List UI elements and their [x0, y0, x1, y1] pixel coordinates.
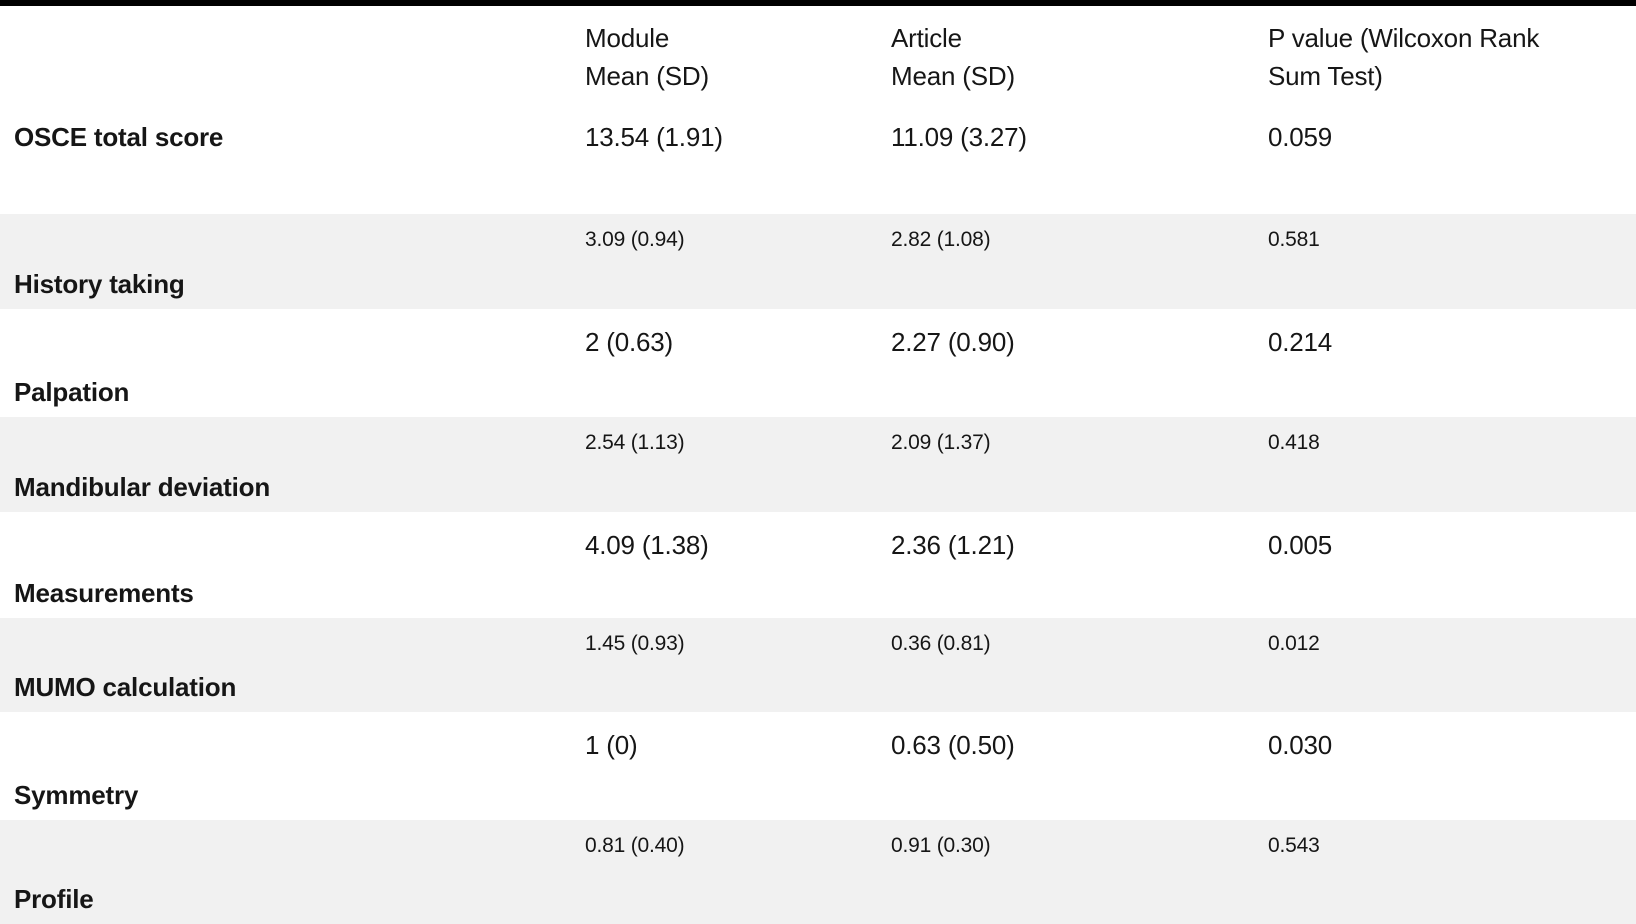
- row-label: Palpation: [14, 377, 130, 407]
- table-header-row: Module Mean (SD) Article Mean (SD) P val…: [0, 6, 1636, 105]
- row-label: Measurements: [14, 578, 194, 608]
- column-header-article-line1: Article: [891, 23, 962, 53]
- table-row: Palpation 2 (0.63) 2.27 (0.90) 0.214: [0, 309, 1636, 417]
- cell-module-mean: 13.54 (1.91): [585, 122, 723, 152]
- row-label: Profile: [14, 884, 94, 914]
- row-label: Mandibular deviation: [14, 472, 271, 502]
- cell-p-value: 0.012: [1268, 632, 1320, 655]
- cell-module-mean: 1.45 (0.93): [585, 632, 685, 655]
- table-row: OSCE total score 13.54 (1.91) 11.09 (3.27)…: [0, 105, 1636, 214]
- cell-article-mean: 0.63 (0.50): [891, 730, 1015, 760]
- column-header-article-line2: Mean (SD): [891, 61, 1015, 91]
- column-header-article: Article Mean (SD): [891, 19, 1015, 95]
- cell-module-mean: 1 (0): [585, 730, 638, 760]
- column-header-module: Module Mean (SD): [585, 19, 709, 95]
- row-label: OSCE total score: [14, 122, 224, 152]
- cell-article-mean: 0.36 (0.81): [891, 632, 991, 655]
- table-row: History taking 3.09 (0.94) 2.82 (1.08) 0.58…: [0, 214, 1636, 309]
- column-header-module-line2: Mean (SD): [585, 61, 709, 91]
- table-row: Profile 0.81 (0.40) 0.91 (0.30) 0.543: [0, 820, 1636, 924]
- cell-p-value: 0.418: [1268, 431, 1320, 454]
- cell-p-value: 0.214: [1268, 327, 1333, 357]
- cell-article-mean: 0.91 (0.30): [891, 834, 991, 857]
- cell-module-mean: 4.09 (1.38): [585, 530, 709, 560]
- table-row: Mandibular deviation 2.54 (1.13) 2.09 (1.3…: [0, 417, 1636, 512]
- table-top-rule: [0, 0, 1636, 6]
- cell-article-mean: 2.27 (0.90): [891, 327, 1015, 357]
- cell-article-mean: 2.09 (1.37): [891, 431, 991, 454]
- row-label: Symmetry: [14, 780, 139, 810]
- cell-article-mean: 2.82 (1.08): [891, 228, 991, 251]
- cell-p-value: 0.030: [1268, 730, 1333, 760]
- table-body: OSCE total score 13.54 (1.91) 11.09 (3.27)…: [0, 105, 1636, 924]
- cell-p-value: 0.543: [1268, 834, 1320, 857]
- cell-module-mean: 3.09 (0.94): [585, 228, 685, 251]
- row-label: History taking: [14, 269, 185, 299]
- column-header-pvalue-line2: Sum Test): [1268, 61, 1383, 91]
- column-header-pvalue-line1: P value (Wilcoxon Rank: [1268, 23, 1540, 53]
- cell-module-mean: 0.81 (0.40): [585, 834, 685, 857]
- column-header-pvalue: P value (Wilcoxon Rank Sum Test): [1268, 19, 1539, 95]
- table-row: Symmetry 1 (0) 0.63 (0.50) 0.030: [0, 712, 1636, 820]
- cell-article-mean: 2.36 (1.21): [891, 530, 1015, 560]
- column-header-module-line1: Module: [585, 23, 670, 53]
- row-label: MUMO calculation: [14, 672, 237, 702]
- cell-p-value: 0.581: [1268, 228, 1320, 251]
- table-row: Measurements 4.09 (1.38) 2.36 (1.21) 0.005: [0, 512, 1636, 618]
- cell-module-mean: 2.54 (1.13): [585, 431, 685, 454]
- table-row: MUMO calculation 1.45 (0.93) 0.36 (0.81) 0.…: [0, 618, 1636, 712]
- cell-module-mean: 2 (0.63): [585, 327, 674, 357]
- cell-p-value: 0.005: [1268, 530, 1333, 560]
- cell-article-mean: 11.09 (3.27): [891, 122, 1027, 152]
- cell-p-value: 0.059: [1268, 122, 1333, 152]
